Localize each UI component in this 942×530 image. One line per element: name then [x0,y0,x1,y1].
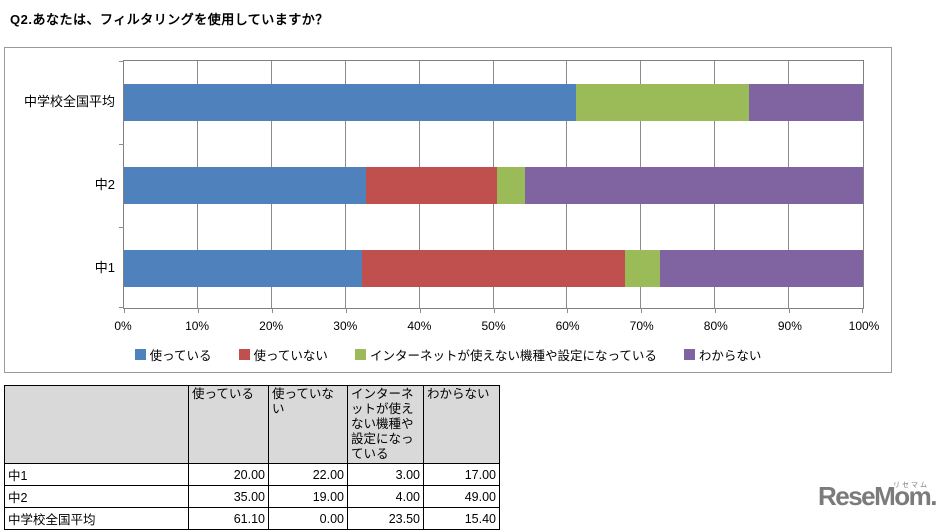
table-cell-value: 61.10 [188,507,269,530]
y-tick-mark [119,307,124,308]
legend: 使っている 使っていない インターネットが使えない機種や設定になっている わからない [5,345,891,364]
category-label: 中2 [94,176,115,192]
x-axis: 0% 10% 20% 30% 40% 50% 60% 70% 80% 90% 100% [114,319,879,335]
x-tick-mark [789,308,791,313]
y-tick-mark [119,61,124,62]
x-tick-label: 100% [848,319,880,333]
table-cell-value: 22.00 [268,463,348,486]
x-tick-mark [124,308,125,313]
legend-item: 使っていない [238,345,328,364]
bar-segment-わからない [524,167,863,204]
x-tick-label: 90% [777,319,802,333]
table-row: 中2 35.00 19.00 4.00 49.00 [4,485,500,508]
x-tick-mark [641,308,643,313]
x-tick-mark [345,308,347,313]
x-tick-label: 70% [629,319,654,333]
plot-area [119,60,864,313]
x-tick-label: 60% [555,319,580,333]
bar-segment-わからない [749,84,863,121]
table-cell-value: 3.00 [347,463,424,486]
legend-swatch [683,349,695,360]
bar-segment-わからない [660,250,863,287]
x-tick-label: 0% [114,319,132,333]
table-cell-value: 19.00 [268,485,348,508]
table-row-label: 中学校全国平均 [4,507,189,530]
bar-segment-インターネットが使えない機種や設定になっている [575,84,750,121]
x-tick-label: 40% [407,319,432,333]
legend-label: 使っていない [253,349,328,363]
x-tick-mark [567,308,569,313]
data-table: 使っている 使っていない インターネットが使えない機種や設定になっている わからない … [4,385,500,530]
x-tick-label: 50% [481,319,506,333]
x-tick-mark [715,308,717,313]
category-label: 中1 [94,259,115,275]
logo-ruby-text: リセマム [893,482,929,489]
bar-segment-インターネットが使えない機種や設定になっている [496,167,525,204]
bar-segment-使っていない [365,167,497,204]
bar-segment-インターネットが使えない機種や設定になっている [624,250,661,287]
table-header-cell: 使っていない [268,385,348,464]
table-cell-value: 4.00 [347,485,424,508]
table-cell-value: 20.00 [188,463,269,486]
table-header-cell: わからない [423,385,500,464]
category-label: 中学校全国平均 [23,93,115,109]
table-cell-value: 49.00 [423,485,500,508]
legend-item: インターネットが使えない機種や設定になっている [354,345,657,364]
table-cell-value: 15.40 [423,507,500,530]
y-tick-mark [119,227,124,228]
legend-label: インターネットが使えない機種や設定になっている [369,349,657,363]
bar-segment-使っている [124,167,366,204]
x-tick-label: 80% [703,319,728,333]
legend-swatch [354,349,366,360]
x-tick-label: 10% [185,319,210,333]
table-cell-value: 17.00 [423,463,500,486]
table-row-label: 中1 [4,463,189,486]
resemom-logo: リセマム ReseMom. [817,481,938,511]
x-tick-mark [419,308,421,313]
x-tick-mark [197,308,199,313]
bar-row [124,84,863,121]
legend-item: わからない [683,345,762,364]
table-header-cell [4,385,189,464]
x-tick-mark [493,308,495,313]
x-tick-label: 30% [333,319,358,333]
table-row-label: 中2 [4,485,189,508]
table-header-row: 使っている 使っていない インターネットが使えない機種や設定になっている わからない [4,385,500,464]
legend-swatch [238,349,250,360]
chart: 0% 10% 20% 30% 40% 50% 60% 70% 80% 90% 100% 使っている使… [4,47,892,373]
bar-segment-使っていない [362,250,625,287]
x-tick-mark [271,308,273,313]
table-cell-value: 0.00 [268,507,348,530]
table-header-cell: 使っている [188,385,269,464]
x-tick-label: 20% [259,319,284,333]
table-cell-value: 35.00 [188,485,269,508]
bar-row [124,167,863,204]
chart-title: Q2.あなたは、フィルタリングを使用していますか？ [10,12,329,27]
table-header-cell: インターネットが使えない機種や設定になっている [347,385,424,464]
legend-item: 使っている [134,345,212,364]
table-header-row: 使っている 使っていない インターネットが使えない機種や設定になっている わからない [4,385,500,464]
logo-text: ReseMom. [817,481,938,511]
legend-swatch [134,349,146,360]
legend-label: 使っている [149,349,212,363]
x-tick-mark [862,308,863,313]
bar-segment-使っている [124,250,363,287]
bar-segment-使っている [124,84,576,121]
table-row: 中学校全国平均 61.10 0.00 23.50 15.40 [4,507,500,530]
bar-row [124,250,863,287]
legend-label: わからない [698,349,762,363]
table-body: 中1 20.00 22.00 3.00 17.00 中2 35.00 19.00 4.00 49.… [4,463,500,530]
y-tick-mark [119,144,124,145]
table-row: 中1 20.00 22.00 3.00 17.00 [4,463,500,486]
table-cell-value: 23.50 [347,507,424,530]
